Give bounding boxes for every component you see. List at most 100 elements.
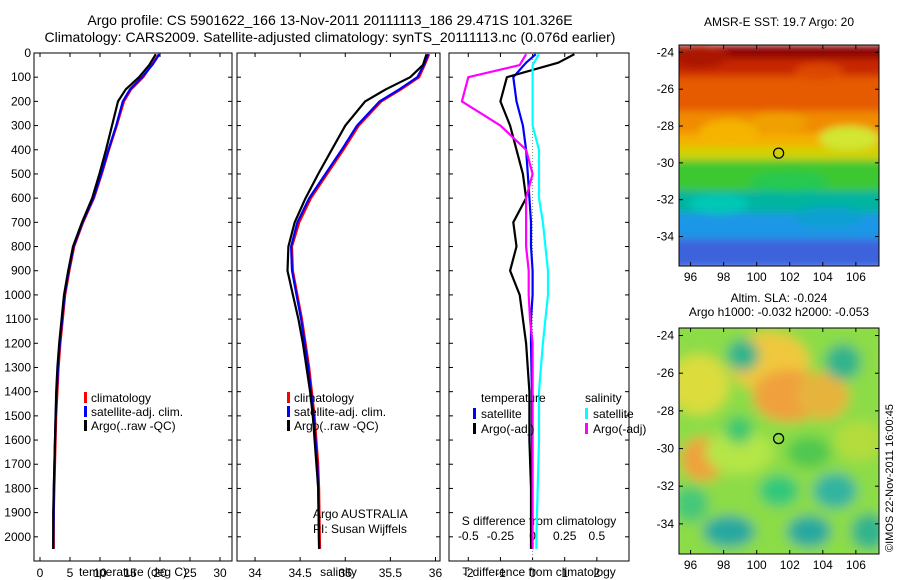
- temperature-profile-frame: [33, 52, 233, 562]
- legend-label: satellite-adj. clim.: [294, 405, 386, 419]
- difference-profile-frame: [448, 52, 630, 562]
- y-tick-label: -30: [657, 442, 675, 456]
- x-tick-label: 30: [213, 566, 227, 580]
- legend-label: Argo(-adj): [593, 422, 646, 436]
- y-tick-label: 300: [11, 119, 31, 133]
- argo-location-marker: [772, 147, 785, 159]
- sla-map: 96 98 100 102 104 106 -24 -26 -28 -30 -32 -34 Altim.…: [657, 291, 880, 572]
- y-tick-label: 500: [11, 167, 31, 181]
- x-tick-label: 100: [747, 558, 767, 572]
- y-tick-label: 1000: [4, 288, 31, 302]
- sst-map: 96 98 100 102 104 106 -24 -26 -28 -30 -32 -34 AMSR-E…: [657, 15, 880, 284]
- s-tick-label: -0.25: [487, 529, 515, 543]
- y-tick-label: 1300: [4, 360, 31, 374]
- x-tick-label: 102: [780, 558, 800, 572]
- x-axis-label: salinity: [320, 565, 357, 579]
- x-tick-label: 96: [684, 558, 698, 572]
- y-tick-label: -28: [657, 119, 675, 133]
- legend-label: climatology: [294, 391, 354, 405]
- x-tick-label: 104: [813, 270, 833, 284]
- legend-swatch: [287, 420, 290, 431]
- x-tick-label: 25: [183, 566, 197, 580]
- panel-annotation: PI: Susan Wijffels: [313, 522, 407, 536]
- y-tick-label: 2000: [4, 530, 31, 544]
- x-tick-label: 34.5: [288, 566, 312, 580]
- y-tick-label: 1900: [4, 506, 31, 520]
- legend-label: satellite: [481, 407, 522, 421]
- legend-label: satellite-adj. clim.: [91, 405, 183, 419]
- legend-swatch: [585, 408, 588, 419]
- legend-swatch: [84, 420, 87, 431]
- y-tick-label: -32: [657, 193, 675, 207]
- legend-label: Argo(-adj): [481, 422, 534, 436]
- legend-swatch: [84, 406, 87, 417]
- legend-swatch: [287, 406, 290, 417]
- legend-group-title: salinity: [585, 391, 622, 405]
- series-line-temperature-argo-adj-: [499, 53, 575, 549]
- x-tick-label: 106: [846, 558, 866, 572]
- x-tick-label: 35.5: [379, 566, 403, 580]
- y-tick-label: 1800: [4, 481, 31, 495]
- credit-stamp: ©IMOS 22-Nov-2011 16:00:45: [884, 404, 896, 552]
- legend-swatch: [473, 423, 476, 434]
- x-tick-label: 20: [153, 566, 167, 580]
- s-tick-label: 0.5: [589, 529, 606, 543]
- salinity-profile-frame: [236, 52, 441, 562]
- legend-group-title: temperature: [481, 391, 546, 405]
- legend-swatch: [585, 423, 588, 434]
- panel-annotation: Argo AUSTRALIA: [313, 507, 408, 521]
- x-tick-label: 0: [37, 566, 44, 580]
- y-tick-label: 1500: [4, 409, 31, 423]
- plot-title-line2: Climatology: CARS2009. Satellite-adjuste…: [44, 29, 616, 45]
- y-tick-label: 1400: [4, 385, 31, 399]
- x-tick-label: 10: [93, 566, 107, 580]
- map-title: AMSR-E SST: 19.7 Argo: 20: [704, 15, 854, 29]
- y-tick-label: -34: [657, 230, 675, 244]
- x-tick-label: 0: [529, 566, 536, 580]
- y-tick-label: -34: [657, 517, 675, 531]
- x-tick-label: -2: [463, 566, 474, 580]
- x-tick-label: 98: [717, 558, 731, 572]
- legend-label: Argo(..raw -QC): [294, 419, 379, 433]
- series-line-argo-raw-qc-: [52, 53, 157, 549]
- x-tick-label: 15: [123, 566, 137, 580]
- x-tick-label: 100: [747, 270, 767, 284]
- sla-map-frame: [678, 327, 880, 555]
- legend-label: satellite: [593, 407, 634, 421]
- y-tick-label: 0: [24, 46, 31, 60]
- x-tick-label: 36: [429, 566, 443, 580]
- legend-label: climatology: [91, 391, 151, 405]
- sst-map-field: [679, 45, 879, 266]
- legend-swatch: [287, 392, 290, 403]
- series-line-argo-raw-qc-: [286, 53, 428, 549]
- y-tick-label: 700: [11, 215, 31, 229]
- y-tick-label: -26: [657, 82, 675, 96]
- legend-label: Argo(..raw -QC): [91, 419, 176, 433]
- y-tick-label: -24: [657, 45, 675, 59]
- s-tick-label: -0.5: [458, 529, 479, 543]
- legend-swatch: [84, 392, 87, 403]
- difference-profile: -2 -1 0 1 2T difference from climatology -0.5…: [448, 52, 646, 580]
- sst-map-frame: [678, 44, 880, 267]
- temperature-profile: 0100200300400500600700800900100011001200…: [4, 46, 233, 580]
- series-line-salinity-argo-adj-: [460, 53, 534, 549]
- x-axis-label: temperature (deg C): [79, 565, 187, 579]
- x-axis-label: T difference from climatology: [462, 565, 616, 579]
- y-tick-label: -24: [657, 329, 675, 343]
- x-tick-label: 34: [248, 566, 262, 580]
- x-tick-label: 106: [846, 270, 866, 284]
- s-tick-label: 0.25: [553, 529, 577, 543]
- series-line-salinity-satellite: [531, 53, 550, 549]
- x-tick-label: 1: [561, 566, 568, 580]
- y-tick-label: -26: [657, 366, 675, 380]
- y-tick-label: 900: [11, 264, 31, 278]
- x-tick-label: 2: [594, 566, 601, 580]
- y-tick-label: 1100: [5, 312, 31, 326]
- map-title: Altim. SLA: -0.024: [731, 291, 828, 305]
- x-tick-label: 102: [780, 270, 800, 284]
- x-tick-label: 5: [67, 566, 74, 580]
- y-tick-label: -32: [657, 479, 675, 493]
- y-tick-label: 1600: [4, 433, 31, 447]
- argo-location-marker: [772, 432, 785, 445]
